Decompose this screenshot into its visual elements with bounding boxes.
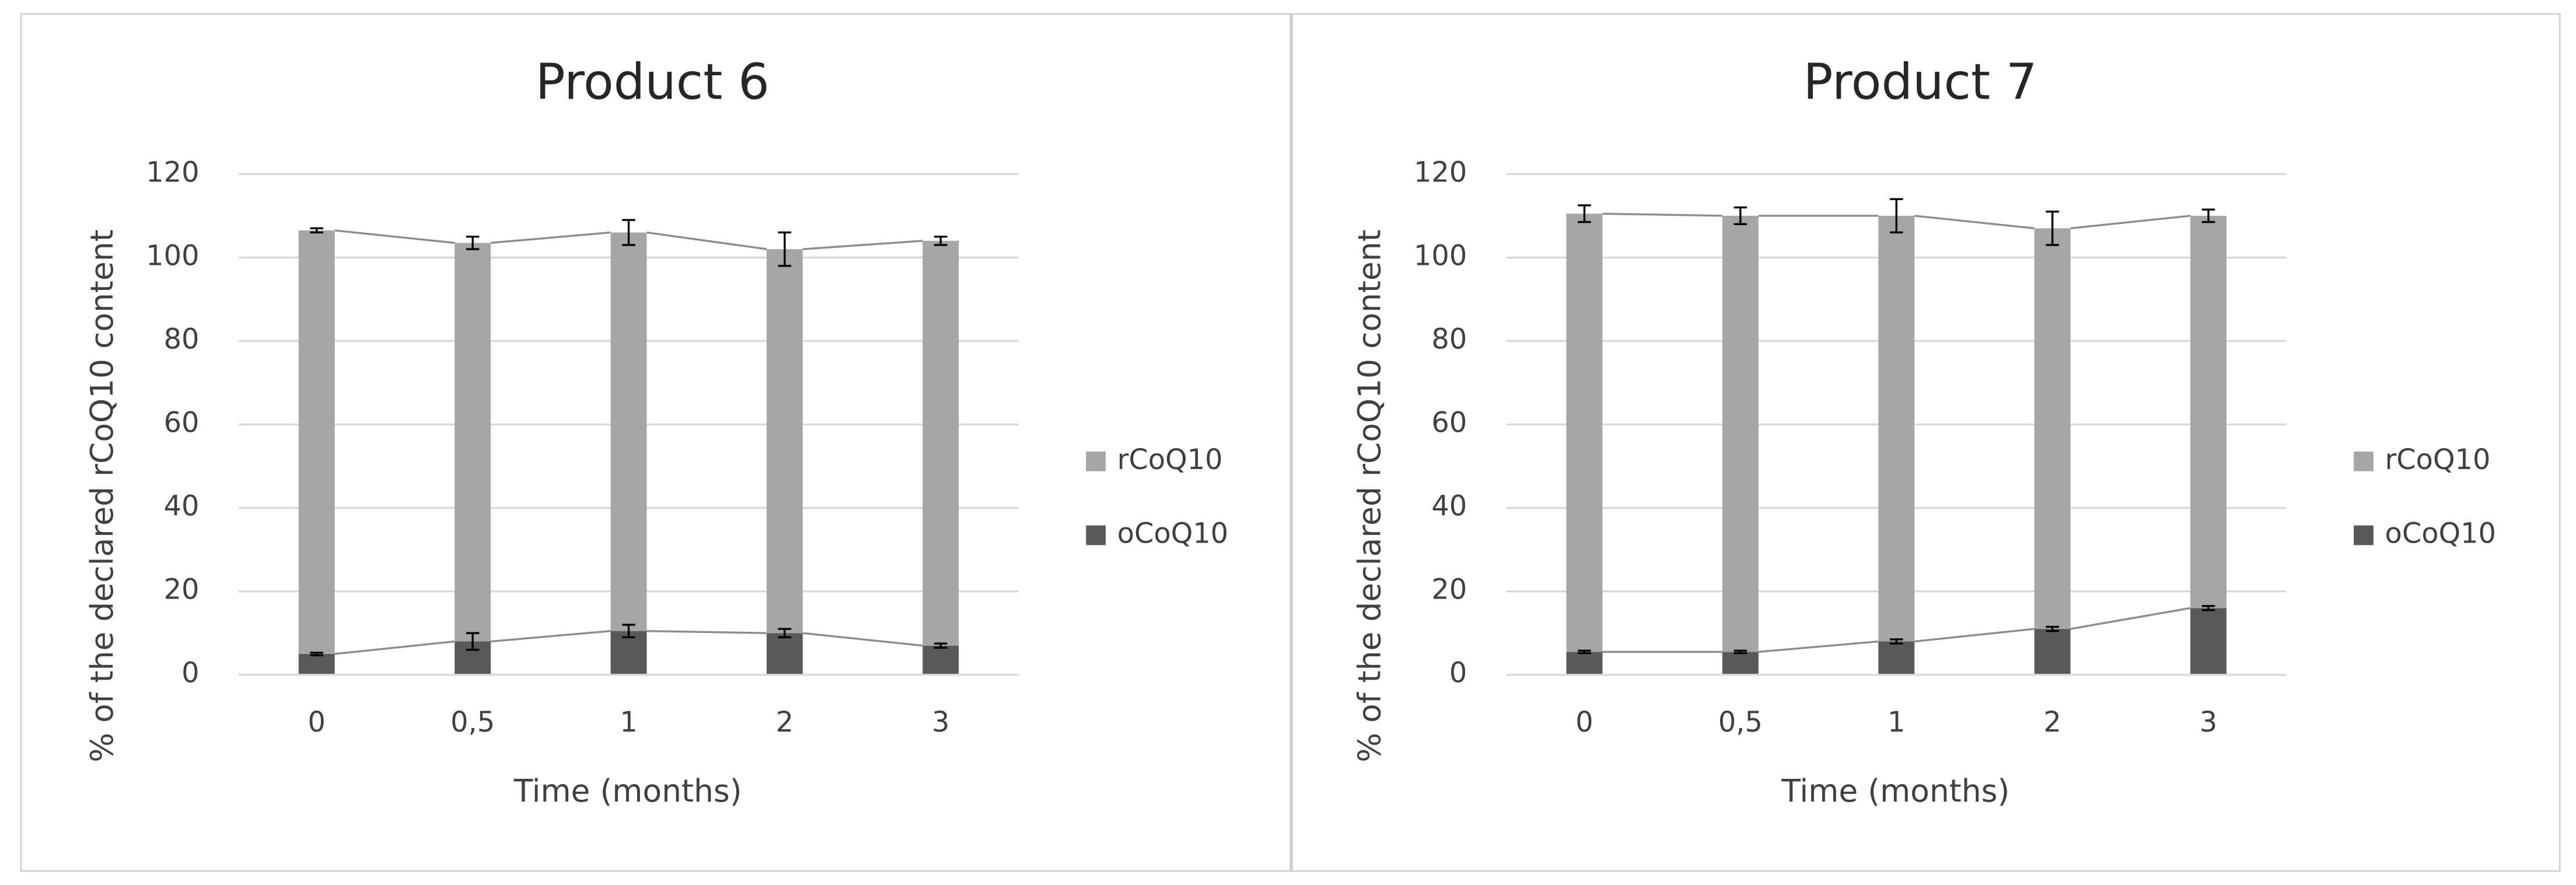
x-tick-label: 3 — [2200, 706, 2217, 739]
bar — [1878, 215, 1915, 642]
error-bar — [622, 219, 635, 246]
error-bar — [466, 632, 480, 651]
x-tick-label: 1 — [620, 706, 637, 739]
bar — [298, 653, 335, 675]
bar — [766, 249, 803, 634]
x-tick-label: 3 — [932, 706, 949, 739]
bar — [922, 240, 959, 646]
y-tick-label: 120 — [1414, 156, 1467, 188]
x-tick-label: 0 — [1575, 706, 1593, 739]
x-tick-label: 0,5 — [1718, 706, 1763, 739]
y-tick-label: 60 — [164, 407, 200, 439]
chart-title: Product 6 — [536, 53, 770, 110]
series-line — [334, 629, 923, 655]
bar — [1722, 652, 1759, 675]
x-tick-label: 2 — [2043, 706, 2061, 739]
bar — [610, 232, 647, 631]
error-bar — [466, 235, 480, 250]
x-tick-label: 2 — [776, 706, 794, 739]
panel-border — [1291, 13, 2561, 872]
y-tick-label: 80 — [1431, 323, 1467, 355]
error-bar — [622, 624, 635, 639]
chart: Product 6 % of the declared rCoQ10 conten… — [83, 53, 1228, 809]
error-bar — [2046, 211, 2059, 246]
x-tick-label: 0,5 — [450, 706, 495, 739]
legend-label: oCoQ10 — [2385, 518, 2496, 550]
bar — [2034, 629, 2071, 675]
legend-swatch — [2354, 525, 2374, 545]
bar — [2034, 228, 2071, 629]
y-tick-label: 20 — [1431, 574, 1467, 606]
series-line — [334, 229, 923, 250]
bar — [766, 633, 803, 675]
error-bar — [1578, 649, 1591, 655]
x-axis-title: Time (months) — [513, 772, 742, 809]
bars — [1566, 212, 2227, 675]
error-bar — [310, 652, 323, 656]
legend-label: oCoQ10 — [1117, 518, 1228, 550]
legend-swatch — [2354, 451, 2374, 471]
bar — [922, 645, 959, 675]
error-bar — [934, 642, 948, 649]
y-tick-label: 100 — [146, 240, 199, 272]
series-line — [1602, 607, 2191, 653]
legend-swatch — [1086, 525, 1106, 545]
series-line — [1602, 212, 2191, 230]
error-bar — [1733, 649, 1747, 655]
bar — [610, 631, 647, 675]
y-tick-label: 40 — [1431, 491, 1467, 523]
error-bar — [934, 235, 948, 246]
bar — [1566, 214, 1603, 652]
bar — [455, 243, 491, 642]
error-bar — [1890, 638, 1903, 645]
error-bar — [2201, 208, 2215, 223]
y-tick-label: 100 — [1414, 240, 1467, 272]
y-tick-label: 0 — [1449, 657, 1467, 690]
y-tick-label: 40 — [164, 491, 200, 523]
error-bar — [1578, 204, 1591, 223]
x-axis-title: Time (months) — [1781, 772, 2009, 809]
y-tick-label: 80 — [164, 323, 200, 355]
y-tick-label: 0 — [181, 657, 199, 690]
error-bar — [1733, 206, 1747, 225]
x-tick-label: 0 — [308, 706, 326, 739]
error-bar — [310, 227, 323, 234]
bar — [2190, 215, 2227, 608]
y-axis-title: % of the declared rCoQ10 content — [1351, 229, 1388, 762]
bar — [1878, 641, 1915, 675]
bars — [298, 229, 959, 675]
bar — [298, 230, 335, 654]
legend-swatch — [1086, 451, 1106, 471]
error-bar — [778, 231, 792, 267]
bar — [1566, 652, 1603, 675]
legend-label: rCoQ10 — [2385, 444, 2491, 476]
y-axis-title: % of the declared rCoQ10 content — [83, 229, 120, 762]
y-tick-label: 60 — [1431, 407, 1467, 439]
bar — [1722, 215, 1759, 652]
error-bar — [2201, 605, 2215, 611]
error-bar — [778, 628, 792, 639]
chart-title: Product 7 — [1803, 53, 2037, 110]
chart: Product 7 % of the declared rCoQ10 conten… — [1351, 53, 2496, 809]
legend-label: rCoQ10 — [1117, 444, 1223, 476]
bar — [2190, 608, 2227, 675]
y-tick-label: 120 — [146, 156, 199, 188]
error-bar — [1890, 198, 1903, 234]
error-bar — [2046, 625, 2059, 632]
x-tick-label: 1 — [1888, 706, 1905, 739]
y-tick-label: 20 — [164, 574, 200, 606]
overlays — [1578, 198, 2215, 655]
panel-border — [20, 13, 1292, 872]
overlays — [310, 219, 948, 656]
